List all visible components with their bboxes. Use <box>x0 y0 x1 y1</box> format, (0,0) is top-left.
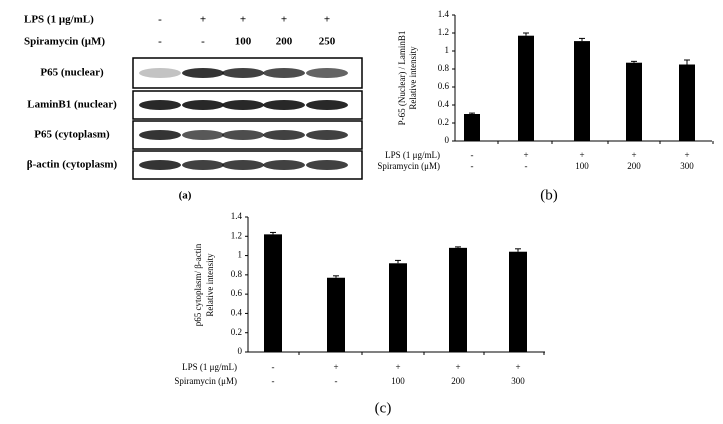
y-tick-label: 1.2 <box>231 230 242 240</box>
y-tick-label: 0.6 <box>231 288 243 298</box>
blot-lane-label: - <box>201 36 205 48</box>
y-tick-label: 0.8 <box>438 63 450 73</box>
x-tick-label: - <box>272 362 275 372</box>
blot-lane-label: 250 <box>319 36 336 48</box>
y-tick-label: 0 <box>445 135 450 145</box>
x-tick-label: 200 <box>627 161 641 171</box>
x-tick-label: 100 <box>391 376 405 386</box>
x-row-label: Spiramycin (μM) <box>174 376 237 386</box>
x-tick-label: - <box>471 150 474 160</box>
blot-row-label: P65 (cytoplasm) <box>34 129 110 141</box>
panel-label: (c) <box>375 400 392 416</box>
blot-band <box>139 100 181 110</box>
y-tick-label: 1 <box>445 45 450 55</box>
blot-band <box>139 160 181 170</box>
blot-band <box>182 160 224 170</box>
y-tick-label: 0 <box>238 346 243 356</box>
y-tick-label: 1.4 <box>231 211 243 221</box>
blot-band <box>182 100 224 110</box>
panel-label: (a) <box>179 190 192 202</box>
blot-band <box>182 68 224 78</box>
blot-lane-label: 100 <box>235 36 252 48</box>
x-row-label: LPS (1 μg/mL) <box>385 150 440 160</box>
x-tick-label: - <box>272 376 275 386</box>
bar <box>464 114 480 141</box>
y-tick-label: 0.6 <box>438 81 450 91</box>
blot-band <box>139 130 181 140</box>
x-tick-label: - <box>525 161 528 171</box>
blot-lane-label: + <box>240 14 246 26</box>
blot-band <box>263 100 305 110</box>
blot-lane-label: + <box>281 14 287 26</box>
y-axis-label: Relative intensity <box>408 46 418 110</box>
bar <box>264 234 282 352</box>
blot-band <box>139 68 181 78</box>
x-tick-label: + <box>579 150 584 160</box>
x-tick-label: 300 <box>511 376 525 386</box>
blot-lane-label: + <box>324 14 330 26</box>
blot-band <box>222 68 264 78</box>
y-tick-label: 0.4 <box>231 307 243 317</box>
x-tick-label: - <box>471 161 474 171</box>
blot-band <box>263 130 305 140</box>
x-tick-label: 300 <box>680 161 694 171</box>
y-axis-label: Relative intensity <box>205 253 215 317</box>
bar <box>509 251 527 352</box>
blot-row-label: P65 (nuclear) <box>40 67 104 79</box>
blot-band <box>222 160 264 170</box>
y-tick-label: 0.2 <box>438 117 449 127</box>
x-tick-label: 100 <box>575 161 589 171</box>
blot-lane-label: 200 <box>276 36 293 48</box>
panel-label: (b) <box>540 187 558 203</box>
x-tick-label: + <box>333 362 338 372</box>
blot-row-label: LaminB1 (nuclear) <box>27 99 117 111</box>
blot-band <box>222 130 264 140</box>
y-tick-label: 1 <box>238 250 243 260</box>
blot-band <box>306 160 348 170</box>
y-tick-label: 0.2 <box>231 327 242 337</box>
bar <box>449 247 467 352</box>
blot-lane-label: + <box>200 14 206 26</box>
y-tick-label: 1.2 <box>438 27 449 37</box>
y-tick-label: 0.8 <box>231 269 243 279</box>
blot-band <box>263 68 305 78</box>
blot-band <box>182 130 224 140</box>
x-row-label: LPS (1 μg/mL) <box>182 362 237 372</box>
bar <box>574 41 590 141</box>
blot-header-label: Spiramycin (μM) <box>24 36 105 48</box>
bar <box>626 62 642 142</box>
blot-band <box>263 160 305 170</box>
western-blot: LPS (1 μg/mL) - + + + + Spiramycin (μM) - - 100 20… <box>24 14 363 202</box>
y-axis-label: P-65 (Nuclear) / LaminB1 <box>397 31 407 126</box>
blot-lane-label: - <box>158 36 162 48</box>
bar <box>679 64 695 141</box>
blot-band <box>222 100 264 110</box>
blot-row-label: β-actin (cytoplasm) <box>27 159 118 171</box>
x-tick-label: + <box>455 362 460 372</box>
blot-header-label: LPS (1 μg/mL) <box>24 14 94 26</box>
x-tick-label: + <box>395 362 400 372</box>
blot-band <box>306 100 348 110</box>
bar <box>327 277 345 352</box>
x-tick-label: + <box>631 150 636 160</box>
x-tick-label: + <box>515 362 520 372</box>
y-tick-label: 1.4 <box>438 9 450 19</box>
bar <box>518 35 534 142</box>
x-tick-label: + <box>523 150 528 160</box>
x-tick-label: + <box>684 150 689 160</box>
bar <box>389 263 407 352</box>
blot-lane-label: - <box>158 14 162 26</box>
x-tick-label: 200 <box>451 376 465 386</box>
blot-band <box>306 130 348 140</box>
x-tick-label: - <box>335 376 338 386</box>
y-tick-label: 0.4 <box>438 99 450 109</box>
y-axis-label: p65 cytoplasm/ β-actin <box>193 243 203 326</box>
blot-band <box>306 68 348 78</box>
x-row-label: Spiramycin (μM) <box>377 161 440 171</box>
